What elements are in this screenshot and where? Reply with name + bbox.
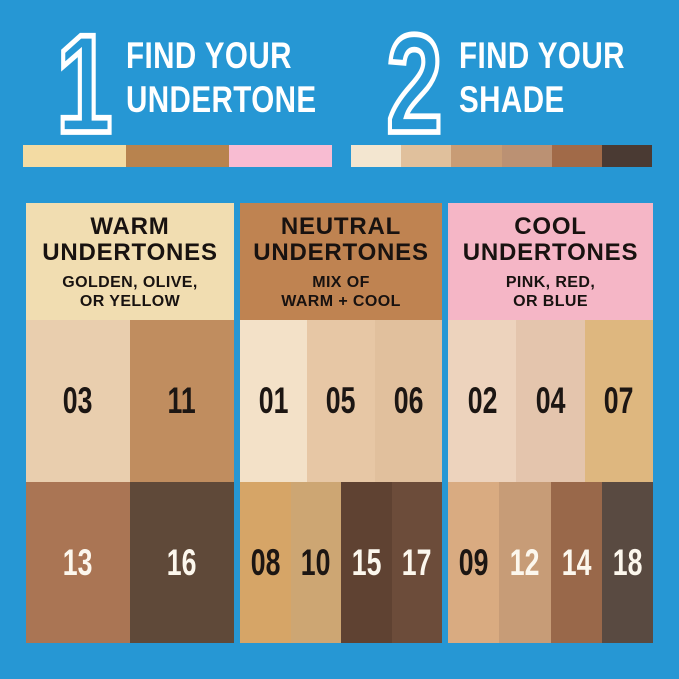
neutral-title-line1: NEUTRAL bbox=[280, 213, 402, 240]
shade-strip-segment bbox=[501, 145, 552, 167]
shade-strip-segment bbox=[351, 145, 402, 167]
shade-swatch-label: 04 bbox=[535, 380, 566, 421]
shade-swatch: 06 bbox=[374, 320, 442, 482]
undertone-column-warm: WARM UNDERTONES GOLDEN, OLIVE, OR YELLOW… bbox=[26, 203, 234, 643]
undertone-strip bbox=[23, 145, 332, 167]
shade-swatch-label: 16 bbox=[167, 541, 197, 583]
shade-swatch: 12 bbox=[499, 482, 551, 643]
shade-strip-segment bbox=[401, 145, 452, 167]
shade-swatch-label: 14 bbox=[561, 541, 591, 583]
warm-title-line2: UNDERTONES bbox=[42, 239, 218, 266]
shade-swatch-label: 10 bbox=[300, 541, 331, 583]
step-1-header: 1 FIND YOUR UNDERTONE bbox=[52, 28, 364, 136]
shade-swatch: 08 bbox=[240, 482, 291, 643]
shade-swatch: 10 bbox=[290, 482, 341, 643]
warm-column-subtitle: GOLDEN, OLIVE, OR YELLOW bbox=[62, 273, 197, 311]
step-1-title-line2: UNDERTONE bbox=[126, 79, 317, 120]
shade-swatch: 13 bbox=[26, 482, 130, 643]
step-2-title: FIND YOUR SHADE bbox=[459, 34, 625, 122]
shade-swatch-label: 11 bbox=[167, 380, 197, 421]
shade-strip-segment bbox=[551, 145, 602, 167]
neutral-column-subtitle: MIX OF WARM + COOL bbox=[281, 273, 401, 311]
step-2-title-line1: FIND YOUR bbox=[459, 35, 625, 76]
shade-swatch: 17 bbox=[391, 482, 442, 643]
shade-swatch-label: 18 bbox=[612, 541, 643, 583]
cool-column-title: COOL UNDERTONES bbox=[463, 214, 639, 266]
neutral-subtitle-line1: MIX OF bbox=[312, 274, 370, 291]
shade-swatch-label: 17 bbox=[401, 541, 432, 583]
step-1-title: FIND YOUR UNDERTONE bbox=[126, 34, 317, 122]
shade-swatch: 02 bbox=[448, 320, 517, 482]
warm-title-line1: WARM bbox=[90, 213, 170, 240]
shade-swatch-label: 01 bbox=[258, 380, 289, 421]
shade-swatch: 05 bbox=[307, 320, 375, 482]
neutral-column-header: NEUTRAL UNDERTONES MIX OF WARM + COOL bbox=[240, 203, 442, 320]
cool-column-subtitle: PINK, RED, OR BLUE bbox=[506, 273, 595, 311]
shade-swatch: 15 bbox=[341, 482, 392, 643]
shade-strip-segment bbox=[451, 145, 502, 167]
warm-column-header: WARM UNDERTONES GOLDEN, OLIVE, OR YELLOW bbox=[26, 203, 234, 320]
shade-swatch-label: 12 bbox=[510, 541, 540, 583]
undertone-column-cool: COOL UNDERTONES PINK, RED, OR BLUE 02 04… bbox=[448, 203, 653, 643]
cool-column-header: COOL UNDERTONES PINK, RED, OR BLUE bbox=[448, 203, 653, 320]
shade-swatch-label: 06 bbox=[393, 380, 424, 421]
shade-swatch-label: 05 bbox=[326, 380, 356, 421]
shade-swatch-label: 03 bbox=[63, 380, 93, 421]
cool-title-line2: UNDERTONES bbox=[462, 239, 639, 266]
step-2-header: 2 FIND YOUR SHADE bbox=[385, 28, 666, 136]
neutral-light-shade-row: 01 05 06 bbox=[240, 320, 442, 482]
warm-light-shade-row: 03 11 bbox=[26, 320, 234, 482]
shade-swatch-label: 09 bbox=[458, 541, 489, 583]
warm-subtitle-line1: GOLDEN, OLIVE, bbox=[62, 274, 198, 291]
shade-swatch: 01 bbox=[240, 320, 308, 482]
undertone-strip-segment bbox=[126, 145, 229, 167]
shade-swatch: 04 bbox=[516, 320, 585, 482]
shade-strip bbox=[351, 145, 653, 167]
shade-swatch: 16 bbox=[130, 482, 234, 643]
step-1-title-line1: FIND YOUR bbox=[126, 35, 292, 76]
cool-light-shade-row: 02 04 07 bbox=[448, 320, 653, 482]
neutral-column-title: NEUTRAL UNDERTONES bbox=[253, 214, 429, 266]
undertone-strip-segment bbox=[229, 145, 332, 167]
step-2-number: 2 bbox=[385, 28, 445, 136]
cool-title-line1: COOL bbox=[514, 213, 587, 240]
shade-swatch-label: 13 bbox=[63, 541, 93, 583]
step-2-title-line2: SHADE bbox=[459, 79, 565, 120]
shade-swatch: 18 bbox=[601, 482, 653, 643]
cool-dark-shade-row: 09 12 14 18 bbox=[448, 482, 653, 643]
neutral-subtitle-line2: WARM + COOL bbox=[281, 293, 401, 310]
shade-swatch: 03 bbox=[26, 320, 130, 482]
undertone-strip-segment bbox=[23, 145, 126, 167]
shade-swatch: 07 bbox=[584, 320, 653, 482]
shade-swatch-label: 15 bbox=[351, 541, 382, 583]
shade-swatch: 14 bbox=[550, 482, 602, 643]
neutral-title-line2: UNDERTONES bbox=[253, 239, 429, 266]
undertone-column-neutral: NEUTRAL UNDERTONES MIX OF WARM + COOL 01… bbox=[240, 203, 442, 643]
cool-subtitle-line1: PINK, RED, bbox=[505, 274, 596, 291]
cool-subtitle-line2: OR BLUE bbox=[513, 293, 588, 310]
warm-column-title: WARM UNDERTONES bbox=[42, 214, 218, 266]
neutral-dark-shade-row: 08 10 15 17 bbox=[240, 482, 442, 643]
shade-swatch-label: 02 bbox=[467, 380, 497, 421]
warm-subtitle-line2: OR YELLOW bbox=[79, 293, 181, 310]
outlined-numeral-1: 1 bbox=[56, 28, 112, 136]
warm-dark-shade-row: 13 16 bbox=[26, 482, 234, 643]
shade-swatch: 09 bbox=[448, 482, 500, 643]
step-1-number: 1 bbox=[54, 28, 114, 136]
shade-swatch-label: 07 bbox=[603, 380, 634, 421]
shade-strip-segment bbox=[601, 145, 653, 167]
outlined-numeral-2: 2 bbox=[386, 28, 442, 136]
shade-swatch: 11 bbox=[130, 320, 234, 482]
shade-swatch-label: 08 bbox=[250, 541, 281, 583]
